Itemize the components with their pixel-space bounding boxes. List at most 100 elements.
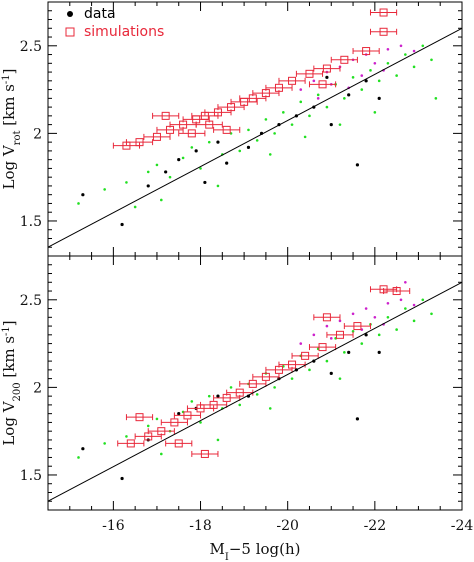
- green-point: [308, 368, 311, 372]
- green-point: [351, 76, 355, 79]
- legend: data simulations: [65, 6, 164, 40]
- green-point: [181, 156, 185, 160]
- green-point: [155, 417, 159, 421]
- data-point: [377, 96, 381, 100]
- green-point: [343, 97, 346, 100]
- green-point: [190, 400, 194, 403]
- green-point: [404, 307, 407, 310]
- green-point: [434, 97, 438, 100]
- sim-point: [248, 379, 257, 388]
- x-tick-label: -18: [189, 518, 212, 534]
- sim-point: [157, 427, 166, 436]
- y-axis-label: Log V200 [km s-1]: [0, 320, 23, 445]
- green-point: [207, 394, 211, 398]
- data-point: [216, 140, 220, 144]
- sim-point: [318, 80, 327, 89]
- green-point: [268, 153, 272, 156]
- fit-line: [48, 27, 462, 248]
- green-point: [421, 298, 425, 302]
- sim-point: [261, 372, 270, 381]
- y-tick-label: 1.5: [20, 468, 42, 484]
- green-point: [247, 128, 250, 132]
- sim-point: [174, 439, 183, 448]
- green-point: [125, 435, 128, 438]
- x-tick-label: -24: [451, 518, 474, 534]
- data-point: [216, 394, 220, 398]
- magenta-point: [412, 49, 416, 53]
- green-point: [351, 330, 355, 333]
- y-tick-label: 2.5: [20, 293, 42, 309]
- green-point: [268, 407, 272, 410]
- green-point: [299, 100, 303, 104]
- magenta-point: [399, 298, 403, 302]
- green-point: [103, 442, 106, 445]
- data-point: [246, 145, 251, 149]
- data-point: [164, 170, 168, 174]
- sim-point: [335, 330, 344, 339]
- magenta-point: [373, 62, 377, 65]
- green-point: [125, 181, 128, 184]
- sim-point: [170, 418, 179, 427]
- data-point: [120, 476, 124, 481]
- green-point: [264, 118, 268, 121]
- sim-point: [183, 411, 192, 420]
- plot-frame: [47, 1, 463, 257]
- sim-point: [305, 69, 314, 78]
- magenta-point: [360, 74, 364, 77]
- green-point: [273, 132, 276, 135]
- panel-bottom: 1.5 2 2.5 -16 -18 -20 -22 -24 Log V200 [km s-1] M…: [0, 255, 474, 562]
- data-point: [146, 184, 150, 188]
- green-point: [238, 149, 242, 153]
- data-point: [329, 123, 333, 127]
- green-point: [373, 111, 377, 114]
- y-tick-label: 2: [33, 380, 42, 396]
- plot-area: [48, 8, 462, 248]
- fit-line: [48, 281, 462, 502]
- green-point: [308, 114, 311, 118]
- data-point: [177, 158, 181, 162]
- y-tick-label: 2.5: [20, 39, 42, 55]
- green-point: [377, 79, 381, 83]
- sim-point: [200, 449, 209, 458]
- green-point: [338, 377, 342, 380]
- x-tick-label: -20: [276, 518, 299, 534]
- green-point: [421, 44, 425, 48]
- magenta-point: [386, 47, 390, 51]
- sim-point: [322, 64, 331, 73]
- magenta-point: [316, 97, 320, 100]
- green-point: [404, 53, 407, 56]
- magenta-point: [312, 333, 316, 337]
- data-point: [355, 163, 360, 167]
- green-point: [160, 452, 163, 456]
- data-point: [177, 412, 181, 416]
- magenta-point: [338, 319, 342, 323]
- legend-marker-data: [67, 11, 73, 17]
- magenta-point: [351, 312, 355, 316]
- green-point: [360, 88, 364, 91]
- data-point: [194, 149, 198, 153]
- x-tick-label: -16: [102, 518, 125, 534]
- green-point: [395, 74, 398, 77]
- data-point: [81, 447, 85, 451]
- x-axis-label: MI−5 log(h): [210, 540, 301, 562]
- magenta-point: [312, 79, 316, 83]
- green-point: [255, 393, 259, 396]
- data-point: [225, 161, 229, 165]
- data-point: [364, 79, 368, 83]
- sim-point: [353, 322, 362, 331]
- data-point: [203, 180, 207, 185]
- magenta-point: [299, 342, 303, 345]
- green-point: [216, 438, 220, 442]
- magenta-point: [373, 316, 377, 319]
- green-point: [316, 93, 320, 97]
- green-point: [146, 424, 150, 428]
- sim-point: [362, 47, 371, 56]
- green-point: [229, 386, 233, 389]
- green-point: [77, 456, 80, 459]
- data-point: [377, 350, 381, 354]
- sim-point: [379, 8, 388, 17]
- sim-point: [318, 343, 327, 352]
- green-point: [199, 167, 202, 170]
- green-point: [282, 111, 285, 114]
- sim-point: [322, 313, 331, 322]
